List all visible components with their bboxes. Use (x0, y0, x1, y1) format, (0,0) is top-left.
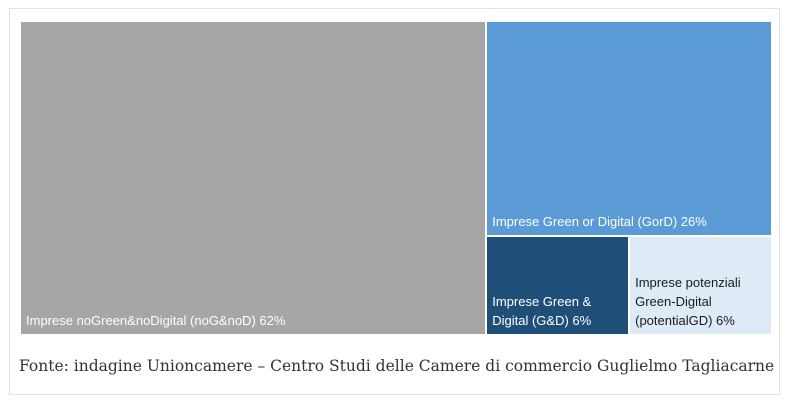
chart-figure: Imprese noGreen&noDigital (noG&noD) 62% I… (9, 8, 780, 395)
tile-nog-nod: Imprese noGreen&noDigital (noG&noD) 62% (20, 21, 487, 335)
tile-label: Imprese potenziali Green-Digital (potent… (635, 274, 741, 328)
tile-g-and-d: Imprese Green & Digital (G&D) 6% (486, 235, 630, 335)
tile-label: Imprese Green or Digital (GorD) 26% (492, 213, 707, 229)
treemap-chart: Imprese noGreen&noDigital (noG&noD) 62% I… (20, 21, 772, 335)
tile-gord: Imprese Green or Digital (GorD) 26% (486, 21, 772, 236)
tile-label: Imprese Green & Digital (G&D) 6% (492, 293, 592, 328)
tile-potential-gd: Imprese potenziali Green-Digital (potent… (629, 235, 772, 335)
chart-source-caption: Fonte: indagine Unioncamere – Centro Stu… (19, 357, 775, 375)
tile-label: Imprese noGreen&noDigital (noG&noD) 62% (26, 313, 286, 328)
